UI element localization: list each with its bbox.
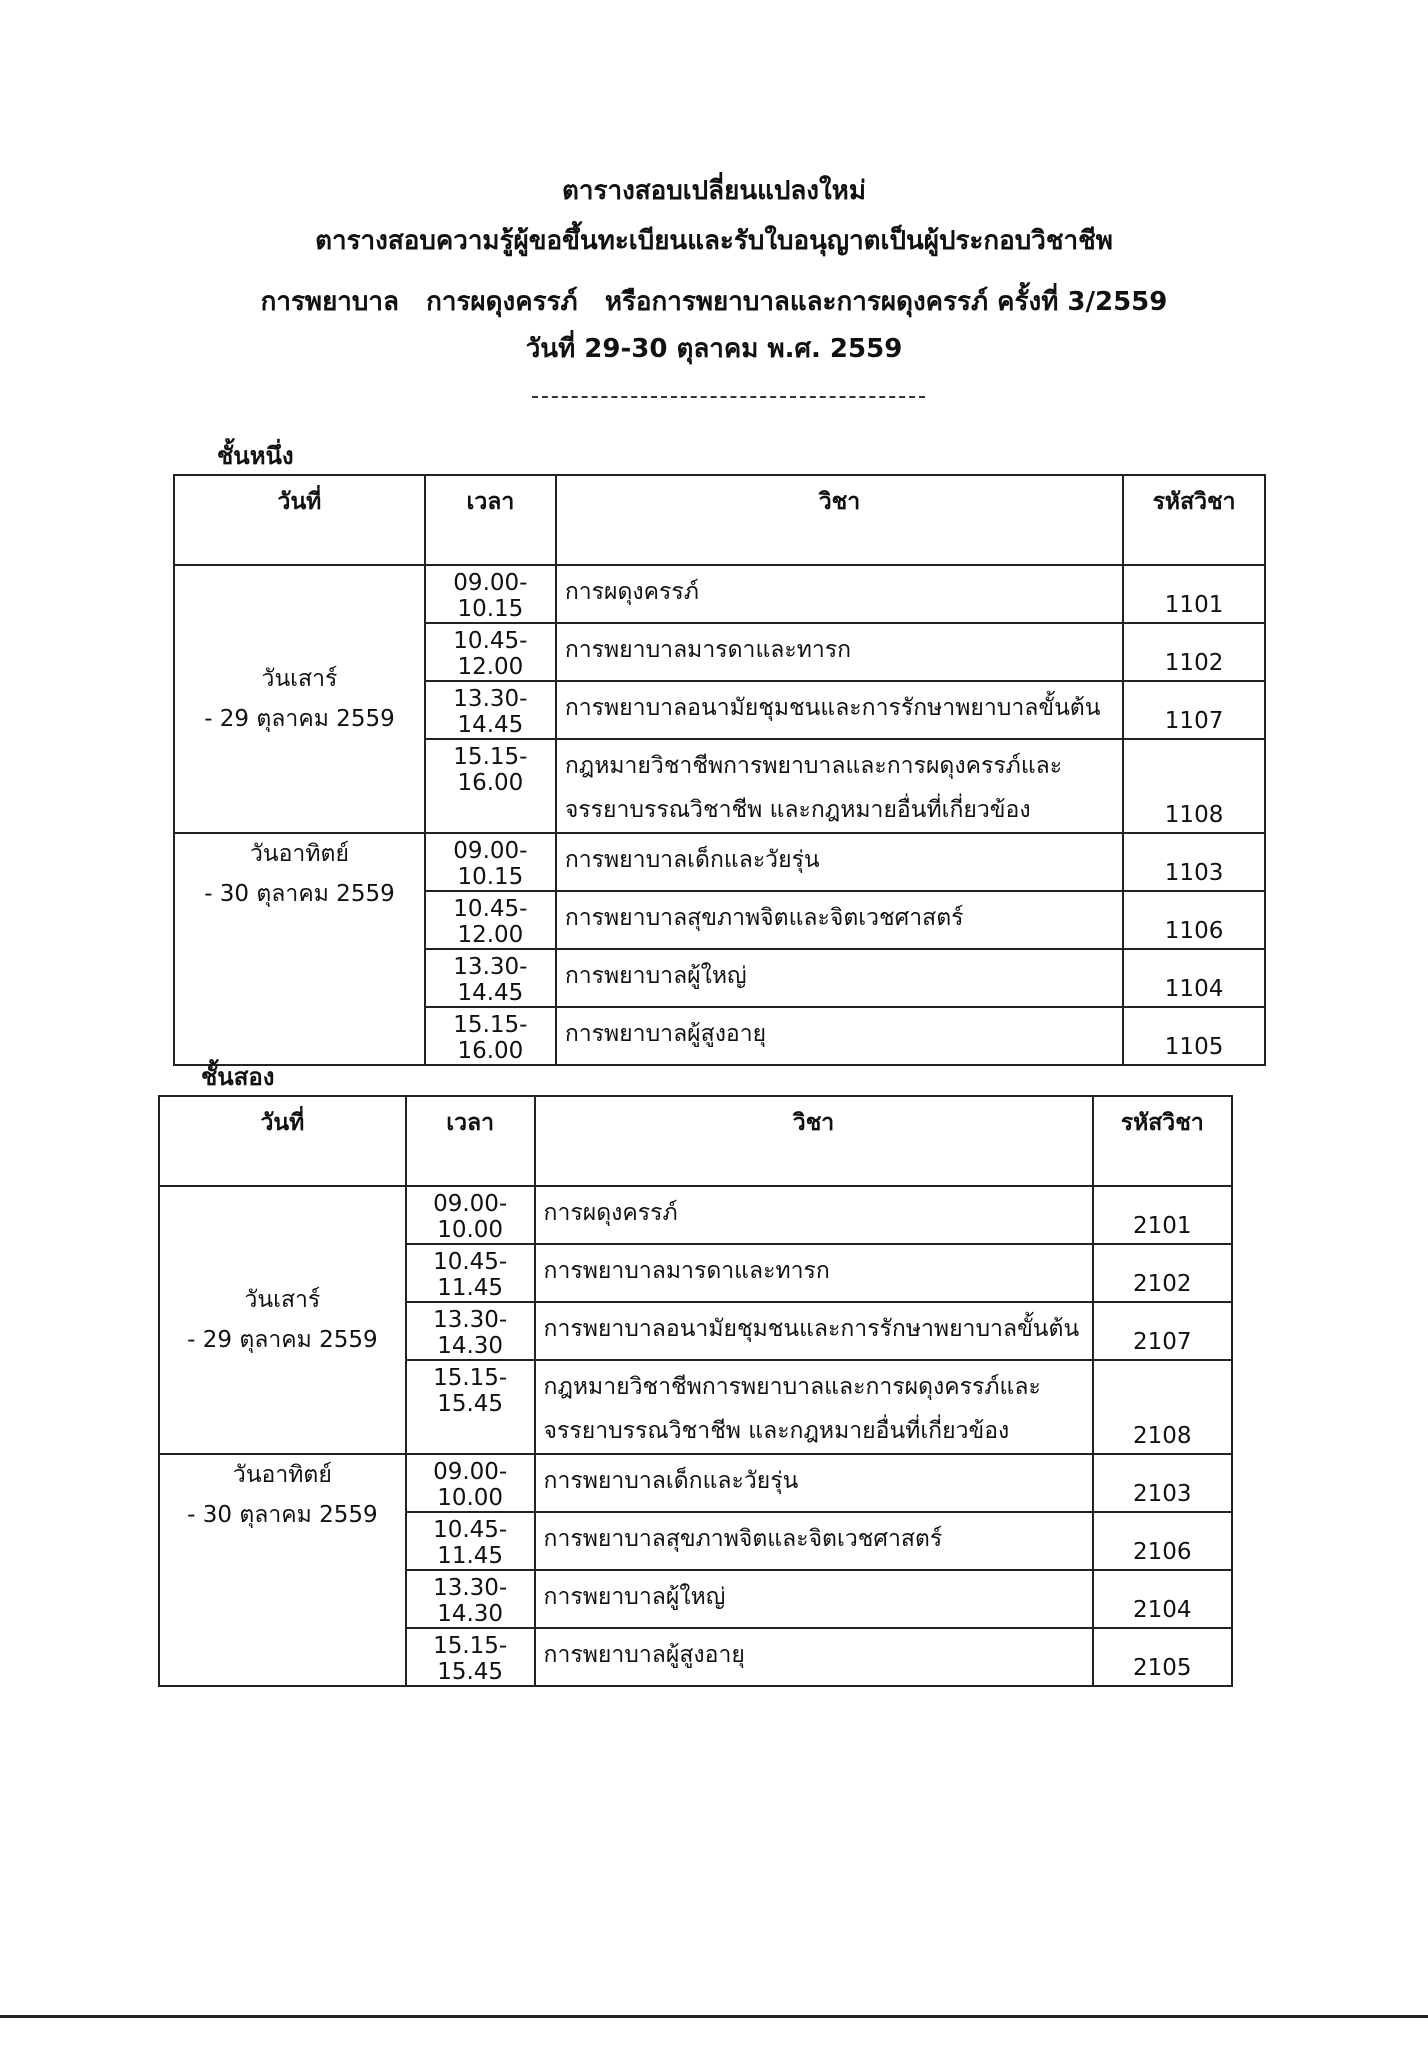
subject-cell: การพยาบาลผู้สูงอายุ — [554, 1006, 1125, 1066]
table-row: 13.30-14.45 การพยาบาลผู้ใหญ่ 1104 — [174, 948, 1266, 1008]
table-row: วันอาทิตย์ - 30 ตุลาคม 2559 09.00-10.15 การ… — [173, 832, 1266, 1066]
time-cell: 15.15-16.00 — [423, 738, 557, 834]
time-cell: 10.45-12.00 — [423, 890, 557, 950]
time-cell: 10.45-12.00 — [423, 622, 557, 682]
subject-cell: การพยาบาลเด็กและวัยรุ่น — [533, 1453, 1094, 1513]
day-date: - 30 ตุลาคม 2559 — [204, 881, 395, 907]
time-header: เวลา — [423, 474, 557, 566]
code-cell: 1107 — [1122, 680, 1266, 740]
table-row: 15.15-15.45 การพยาบาลผู้สูงอายุ 2105 — [159, 1627, 1233, 1687]
time-cell: 09.00-10.15 — [423, 564, 557, 624]
code-cell: 1105 — [1122, 1006, 1266, 1066]
date-cell: วันเสาร์ - 29 ตุลาคม 2559 — [158, 1185, 407, 1455]
title-line-1: ตารางสอบเปลี่ยนแปลงใหม่ — [562, 176, 866, 206]
table-row: 10.45-11.45 การพยาบาลสุขภาพจิตและจิตเวชศา… — [159, 1511, 1233, 1571]
subject-cell: การพยาบาลสุขภาพจิตและจิตเวชศาสตร์ — [554, 890, 1125, 950]
code-cell: 1104 — [1122, 948, 1266, 1008]
code-header: รหัสวิชา — [1122, 474, 1266, 566]
code-cell: 1108 — [1122, 738, 1266, 834]
table-row: วันเสาร์ - 29 ตุลาคม 2559 09.00-10.00 การผด… — [158, 1185, 1233, 1455]
table-row: วันอาทิตย์ - 30 ตุลาคม 2559 09.00-10.00 การ… — [158, 1453, 1233, 1687]
table-row: 10.45-12.00 การพยาบาลมารดาและทารก 1102 — [174, 622, 1266, 682]
subject-cell: การพยาบาลอนามัยชุมชนและการรักษาพยาบาลขั้… — [554, 680, 1125, 740]
title-line-4: วันที่ 29-30 ตุลาคม พ.ศ. 2559 — [525, 334, 903, 364]
code-cell: 2101 — [1091, 1185, 1233, 1245]
header-row: วันที่ เวลา วิชา รหัสวิชา — [158, 1095, 1233, 1187]
code-cell: 1102 — [1122, 622, 1266, 682]
time-cell: 13.30-14.30 — [404, 1569, 536, 1629]
subject-cell: การพยาบาลมารดาและทารก — [554, 622, 1125, 682]
code-cell: 2103 — [1091, 1453, 1233, 1513]
subject-header: วิชา — [554, 474, 1125, 566]
code-cell: 2106 — [1091, 1511, 1233, 1571]
code-cell: 2105 — [1091, 1627, 1233, 1687]
date-header: วันที่ — [158, 1095, 407, 1187]
section-label: ชั้นหนึ่ง — [217, 442, 294, 470]
section-label: ชั้นสอง — [201, 1063, 275, 1091]
day-name: วันอาทิตย์ — [249, 841, 349, 867]
subject-cell: การผดุงครรภ์ — [554, 564, 1125, 624]
divider — [532, 396, 925, 398]
code-cell: 2104 — [1091, 1569, 1233, 1629]
code-cell: 1106 — [1122, 890, 1266, 950]
time-cell: 15.15-16.00 — [423, 1006, 557, 1066]
time-header: เวลา — [404, 1095, 536, 1187]
subject-cell: การพยาบาลผู้ใหญ่ — [533, 1569, 1094, 1629]
time-cell: 13.30-14.45 — [423, 680, 557, 740]
code-cell: 1103 — [1122, 832, 1266, 892]
time-cell: 15.15-15.45 — [404, 1627, 536, 1687]
header-row: วันที่ เวลา วิชา รหัสวิชา — [173, 474, 1266, 566]
schedule-table-level-2: วันที่ เวลา วิชา รหัสวิชาวันเสาร์ - 29 ตุลาค… — [158, 1095, 1233, 1687]
time-cell: 09.00-10.00 — [404, 1453, 536, 1513]
table-row: 15.15-16.00 การพยาบาลผู้สูงอายุ 1105 — [174, 1006, 1266, 1066]
subject-cell: กฎหมายวิชาชีพการพยาบาลและการผดุงครรภ์และ… — [533, 1359, 1094, 1455]
date-header: วันที่ — [173, 474, 426, 566]
day-date: - 30 ตุลาคม 2559 — [187, 1502, 378, 1528]
time-cell: 09.00-10.00 — [404, 1185, 536, 1245]
subject-cell: การพยาบาลอนามัยชุมชนและการรักษาพยาบาลขั้… — [533, 1301, 1094, 1361]
page-edge-line — [0, 2015, 1428, 2018]
table-row: 13.30-14.30 การพยาบาลอนามัยชุมชนและการรัก… — [159, 1301, 1233, 1361]
day-name: วันเสาร์ — [244, 1287, 321, 1313]
code-cell: 1101 — [1122, 564, 1266, 624]
day-date: - 29 ตุลาคม 2559 — [204, 706, 395, 732]
title-line-3: การพยาบาล การผดุงครรภ์ หรือการพยาบาลและก… — [260, 287, 1168, 317]
table-row: 13.30-14.30 การพยาบาลผู้ใหญ่ 2104 — [159, 1569, 1233, 1629]
time-cell: 13.30-14.45 — [423, 948, 557, 1008]
time-cell: 15.15-15.45 — [404, 1359, 536, 1455]
table-row: วันเสาร์ - 29 ตุลาคม 2559 09.00-10.15 การผด… — [173, 564, 1266, 834]
subject-cell: การพยาบาลผู้สูงอายุ — [533, 1627, 1094, 1687]
date-cell: วันเสาร์ - 29 ตุลาคม 2559 — [173, 564, 426, 834]
subject-cell: การพยาบาลมารดาและทารก — [533, 1243, 1094, 1303]
day-date: - 29 ตุลาคม 2559 — [187, 1327, 378, 1353]
time-cell: 10.45-11.45 — [404, 1511, 536, 1571]
table-row: 15.15-15.45 กฎหมายวิชาชีพการพยาบาลและการผ… — [159, 1359, 1233, 1455]
code-cell: 2102 — [1091, 1243, 1233, 1303]
time-cell: 09.00-10.15 — [423, 832, 557, 892]
subject-cell: การพยาบาลสุขภาพจิตและจิตเวชศาสตร์ — [533, 1511, 1094, 1571]
date-cell: วันอาทิตย์ - 30 ตุลาคม 2559 — [173, 832, 426, 1066]
subject-header: วิชา — [533, 1095, 1094, 1187]
subject-cell: การพยาบาลเด็กและวัยรุ่น — [554, 832, 1125, 892]
subject-cell: กฎหมายวิชาชีพการพยาบาลและการผดุงครรภ์และ… — [554, 738, 1125, 834]
time-cell: 13.30-14.30 — [404, 1301, 536, 1361]
code-cell: 2108 — [1091, 1359, 1233, 1455]
date-cell: วันอาทิตย์ - 30 ตุลาคม 2559 — [158, 1453, 407, 1687]
title-line-2: ตารางสอบความรู้ผู้ขอขึ้นทะเบียนและรับใบอ… — [315, 226, 1113, 256]
table-row: 15.15-16.00 กฎหมายวิชาชีพการพยาบาลและการผ… — [174, 738, 1266, 834]
schedule-table-level-1: วันที่ เวลา วิชา รหัสวิชาวันเสาร์ - 29 ตุลาค… — [173, 474, 1266, 1066]
table-row: 13.30-14.45 การพยาบาลอนามัยชุมชนและการรัก… — [174, 680, 1266, 740]
table-row: 10.45-11.45 การพยาบาลมารดาและทารก 2102 — [159, 1243, 1233, 1303]
time-cell: 10.45-11.45 — [404, 1243, 536, 1303]
day-name: วันอาทิตย์ — [232, 1462, 332, 1488]
subject-cell: การผดุงครรภ์ — [533, 1185, 1094, 1245]
code-cell: 2107 — [1091, 1301, 1233, 1361]
code-header: รหัสวิชา — [1091, 1095, 1233, 1187]
day-name: วันเสาร์ — [261, 666, 338, 692]
table-row: 10.45-12.00 การพยาบาลสุขภาพจิตและจิตเวชศา… — [174, 890, 1266, 950]
subject-cell: การพยาบาลผู้ใหญ่ — [554, 948, 1125, 1008]
